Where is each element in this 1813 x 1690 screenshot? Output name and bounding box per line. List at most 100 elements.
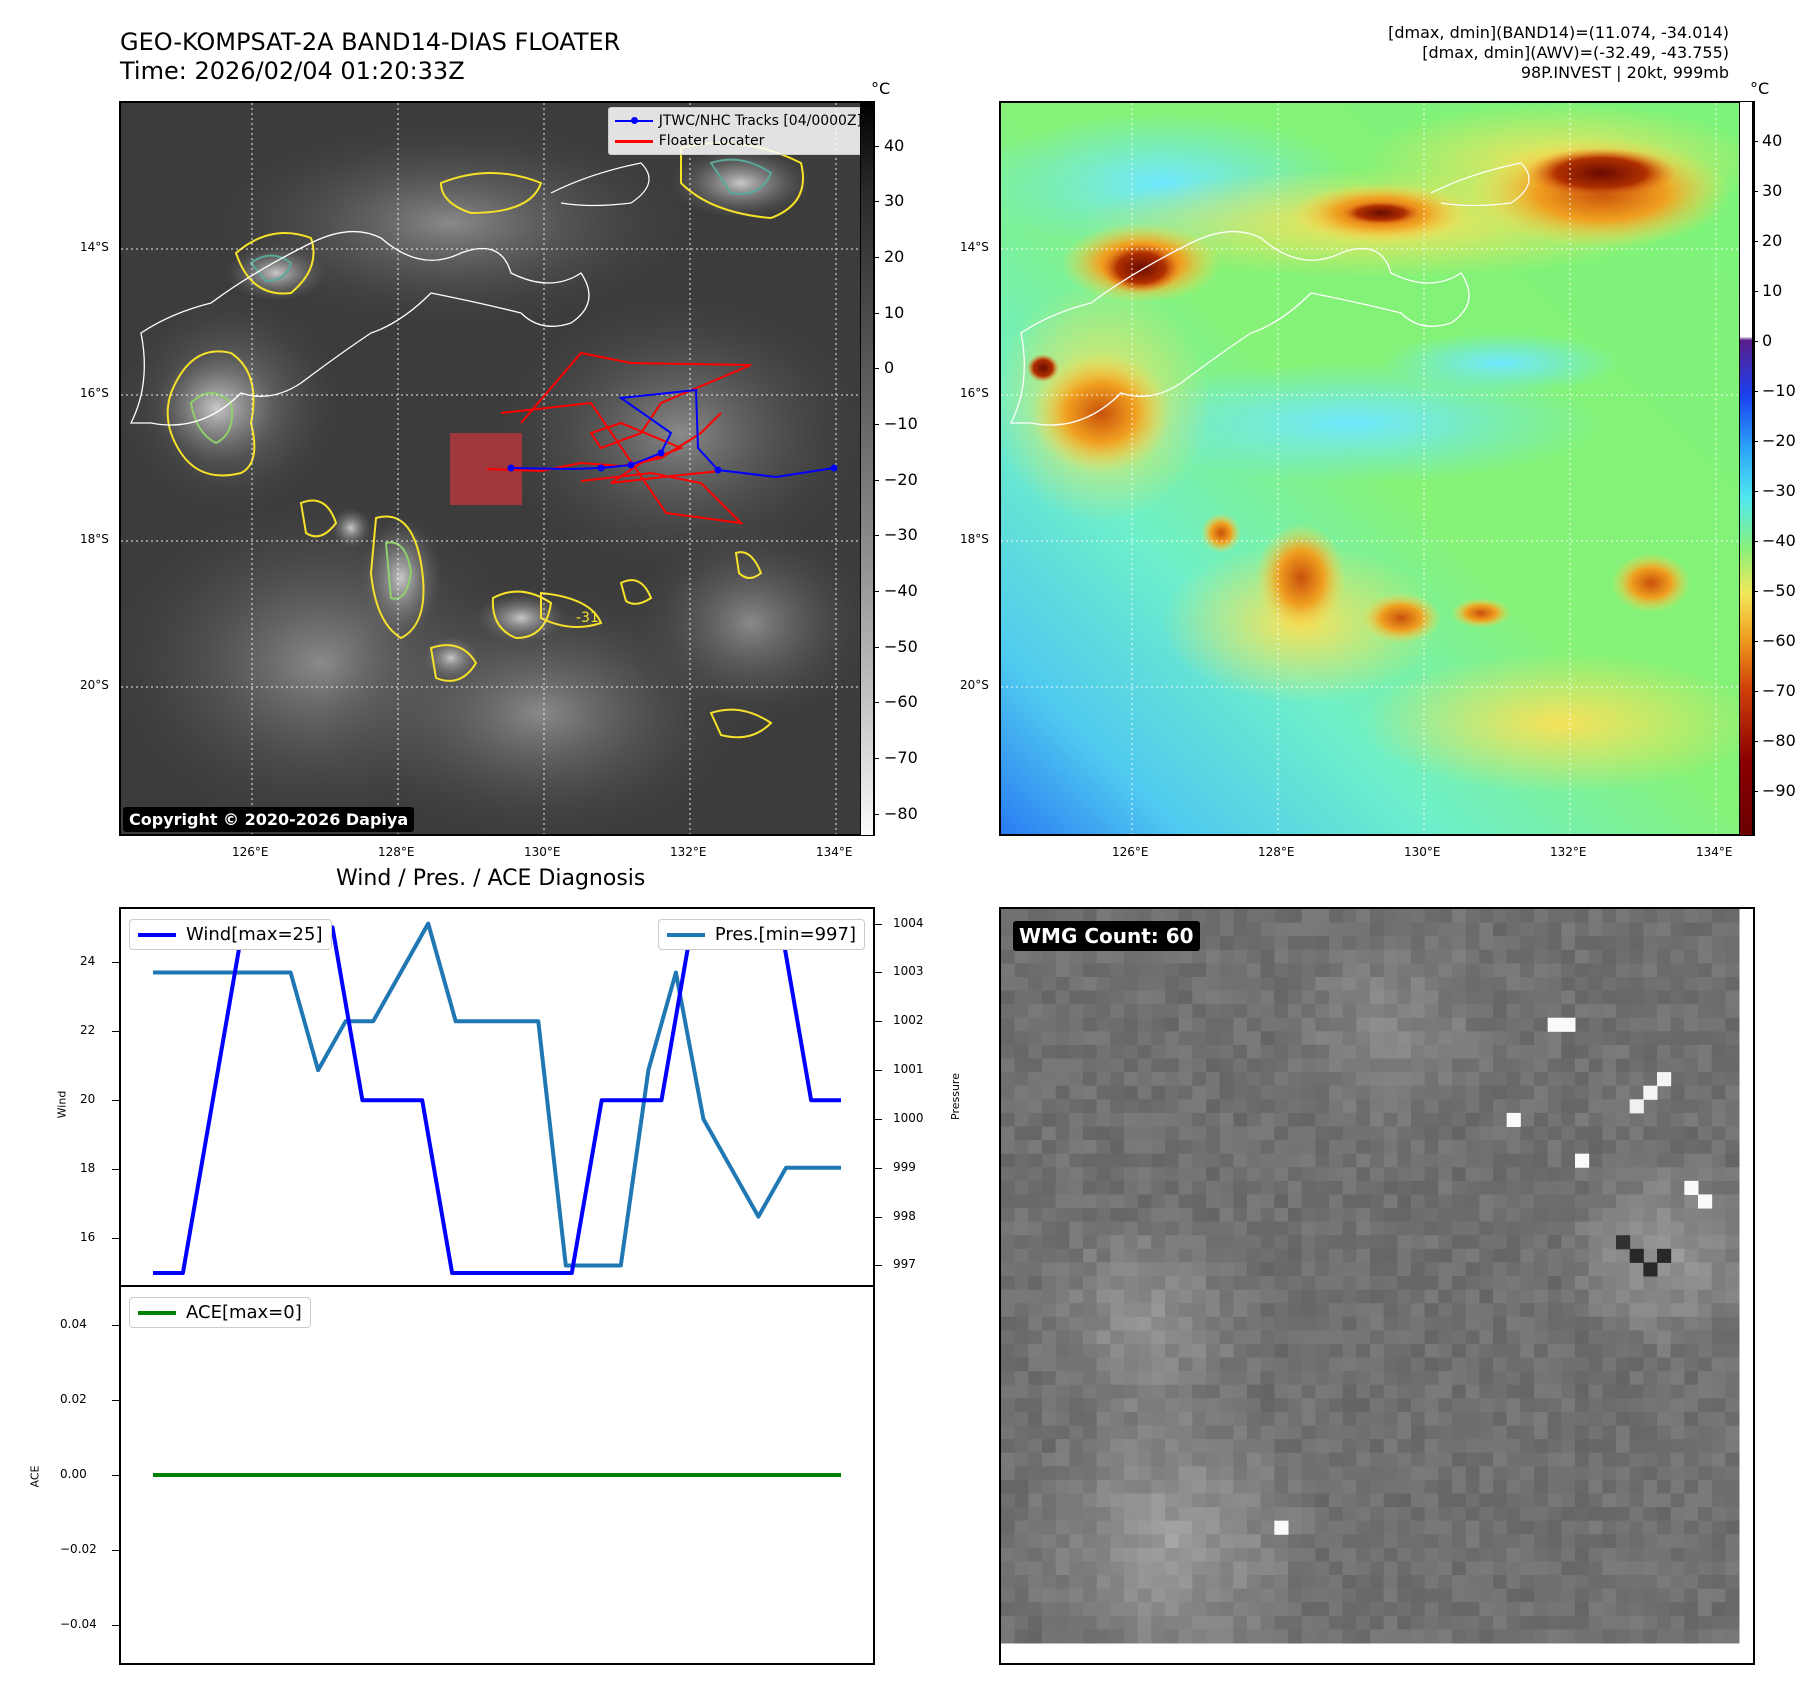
tick-mark: [1753, 141, 1758, 142]
tick-mark: [1753, 191, 1758, 192]
tick-mark: [874, 312, 879, 314]
pres-axis-title: Pressure: [948, 1073, 962, 1120]
colorbar-tick-label: 10: [1762, 281, 1783, 300]
wmg-speck: [1643, 1262, 1658, 1277]
lat-label: 14°S: [80, 240, 109, 254]
tick-mark: [1753, 541, 1758, 542]
colorbar-tick-label: 20: [1762, 231, 1783, 250]
colorbar-tick-label: −30: [884, 525, 918, 545]
wind-pres-panel: Wind[max=25] Pres.[min=997]: [119, 907, 875, 1287]
tick-mark: [1753, 641, 1758, 642]
pres-tick-label: 997: [893, 1257, 916, 1272]
wind-series-line: [153, 925, 841, 1275]
colorbar-tick-label: −90: [1762, 781, 1796, 800]
tick-mark: [112, 1238, 119, 1240]
lat-label: 20°S: [80, 678, 109, 692]
diagnosis-title: Wind / Pres. / ACE Diagnosis: [336, 866, 646, 891]
wmg-speck: [1684, 1180, 1699, 1195]
colorbar-tick-label: −50: [884, 636, 918, 656]
tick-mark: [874, 368, 879, 370]
colorbar-tick-label: −20: [1762, 431, 1796, 450]
tick-mark: [1753, 691, 1758, 692]
tick-mark: [1753, 441, 1758, 442]
wind-pres-plot: [153, 921, 841, 1275]
tick-mark: [112, 1399, 119, 1401]
ace-tick-label: 0.04: [60, 1316, 87, 1331]
colorbar-tick-label: 10: [884, 302, 905, 322]
tick-mark: [875, 1118, 882, 1120]
lon-label: 134°E: [816, 845, 853, 859]
ace-tick-label: 0.00: [60, 1467, 87, 1481]
pres-legend-label: Pres.[min=997]: [714, 924, 856, 945]
figure-title: GEO-KOMPSAT-2A BAND14-DIAS FLOATER: [120, 28, 621, 56]
wmg-panel: WMG Count: 60: [999, 907, 1755, 1665]
legend-floater-label: Floater Locater: [658, 133, 765, 149]
tick-mark: [1753, 391, 1758, 392]
colorbar-tick-label: 0: [1762, 331, 1773, 350]
colorbar-tick-label: 30: [1762, 181, 1783, 200]
ir-map-panel: JTWC/NHC Tracks [04/0000Z] Floater Locat…: [119, 101, 875, 836]
tick-mark: [874, 479, 879, 481]
colorbar-tick-label: −40: [884, 581, 918, 600]
tick-mark: [874, 646, 879, 648]
lon-label: 128°E: [1258, 845, 1295, 859]
wind-tick-label: 24: [80, 953, 96, 968]
wmg-speck: [1561, 1017, 1576, 1032]
tick-mark: [112, 1475, 119, 1476]
wmg-speck: [1657, 1072, 1672, 1087]
colorbar-tick-label: 0: [884, 358, 895, 378]
lon-label: 132°E: [1550, 845, 1587, 859]
jtwc-track-icon: [614, 116, 653, 126]
storm-info: 98P.INVEST | 20kt, 999mb: [1520, 63, 1729, 82]
tick-mark: [1753, 341, 1758, 342]
lat-label: 14°S: [960, 240, 989, 254]
ace-tick-label: −0.04: [60, 1617, 97, 1632]
pres-series-line: [153, 921, 841, 1268]
wind-tick-label: 22: [80, 1023, 96, 1038]
tick-mark: [874, 758, 879, 760]
colorbar-tick-label: −30: [1762, 481, 1796, 500]
lat-label: 20°S: [960, 678, 989, 692]
tick-mark: [874, 591, 879, 592]
wind-tick-label: 16: [80, 1230, 96, 1245]
awv-range: [dmax, dmin](AWV)=(-32.49, -43.755): [1422, 43, 1729, 62]
lon-label: 126°E: [1112, 845, 1149, 859]
tick-mark: [875, 1216, 882, 1218]
lon-label: 130°E: [1404, 845, 1441, 859]
wmg-speck: [1657, 1248, 1672, 1263]
tick-mark: [874, 535, 879, 537]
lat-label: 16°S: [960, 386, 989, 400]
contour-label: -31: [576, 610, 599, 626]
tick-mark: [112, 961, 119, 963]
tick-mark: [112, 1169, 119, 1171]
tick-mark: [875, 1070, 882, 1072]
awv-map-panel: [999, 101, 1755, 836]
tick-mark: [112, 1324, 119, 1326]
colorbar-tick-label: 40: [1762, 131, 1783, 150]
wmg-image: [1001, 909, 1740, 1644]
tick-mark: [1753, 291, 1758, 292]
wind-legend-label: Wind[max=25]: [186, 924, 323, 945]
colorbar-tick-label: −20: [884, 469, 918, 489]
tick-mark: [875, 972, 882, 974]
wmg-speck: [1616, 1235, 1631, 1250]
colorbar-tick-label: 30: [884, 191, 905, 211]
pres-tick-label: 1000: [893, 1110, 924, 1125]
pres-tick-label: 999: [893, 1159, 916, 1174]
tick-mark: [1753, 491, 1758, 492]
wind-tick-label: 20: [80, 1092, 96, 1107]
pres-tick-label: 1003: [893, 964, 924, 979]
wmg-speck: [1698, 1194, 1713, 1209]
tick-mark: [1753, 591, 1758, 592]
pres-tick-label: 1002: [893, 1013, 924, 1028]
pres-tick-label: 1001: [893, 1062, 924, 1077]
pres-legend: Pres.[min=997]: [657, 919, 865, 950]
wmg-speck: [1506, 1112, 1521, 1127]
colorbar-tick-label: −80: [1762, 731, 1796, 750]
lon-label: 130°E: [524, 845, 561, 859]
ace-plot: [153, 1473, 841, 1477]
lon-label: 134°E: [1696, 845, 1733, 859]
tick-mark: [874, 423, 879, 425]
tick-mark: [874, 702, 879, 704]
tick-mark: [874, 145, 879, 147]
